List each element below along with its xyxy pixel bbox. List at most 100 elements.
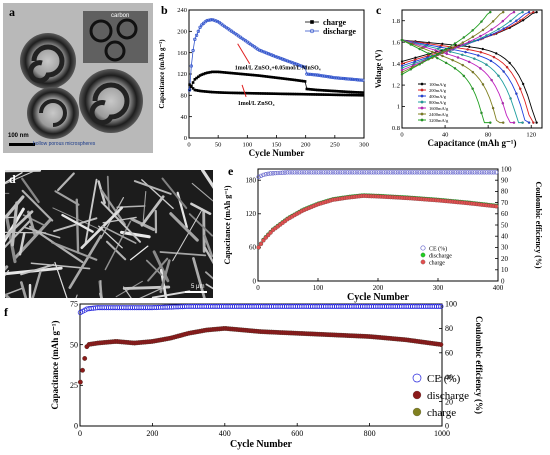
data-point <box>421 89 424 92</box>
microsphere <box>79 69 143 133</box>
data-point <box>401 69 403 71</box>
data-point <box>421 253 425 257</box>
data-point <box>528 122 530 124</box>
data-point <box>421 107 424 110</box>
data-point <box>439 342 443 346</box>
data-point <box>401 71 403 73</box>
y2-tick-label: 0 <box>445 422 449 431</box>
data-point <box>445 62 447 64</box>
data-point <box>485 34 487 36</box>
data-point <box>479 35 481 37</box>
x-tick-label: 400 <box>219 429 231 438</box>
y2-tick-label: 100 <box>501 165 512 173</box>
annotation: 1mol/L ZnSO₄ <box>238 101 275 107</box>
data-point <box>519 19 521 21</box>
data-point <box>485 64 487 66</box>
data-point <box>464 51 466 53</box>
x-tick-label: 200 <box>373 284 384 292</box>
data-point <box>477 54 479 56</box>
plot-frame <box>258 169 498 281</box>
y-tick-label: 1.6 <box>392 39 401 46</box>
legend-label: discharge <box>323 27 356 36</box>
data-point <box>401 60 403 62</box>
data-point <box>482 48 484 50</box>
y-axis-label: Capacitance (mAh g⁻¹) <box>158 39 166 109</box>
y2-tick-label: 90 <box>501 177 509 185</box>
y2-axis-label: Coulombic efficiency (%) <box>534 181 543 268</box>
data-point <box>479 67 481 69</box>
data-point <box>257 245 261 249</box>
data-point <box>259 242 263 246</box>
data-point <box>452 47 454 49</box>
data-point <box>401 73 403 75</box>
panel-d: d 5 μm <box>5 170 213 298</box>
legend-label: charge <box>429 261 445 267</box>
nanorod <box>204 212 205 252</box>
y-tick-label: 1.2 <box>392 82 400 89</box>
data-point <box>436 57 438 59</box>
data-point <box>495 52 497 54</box>
scale-label: 5 μm <box>191 284 204 290</box>
data-point <box>497 28 499 30</box>
data-point <box>503 70 505 72</box>
data-point <box>509 62 511 64</box>
data-point <box>491 28 493 30</box>
data-point <box>502 102 504 104</box>
panel-a: a carbon hollow porous microspheres 100 … <box>3 3 153 153</box>
discharge-curve <box>402 40 514 123</box>
y-tick-label: 25 <box>70 381 78 390</box>
data-point <box>401 65 403 67</box>
data-point <box>461 54 463 56</box>
data-point <box>515 20 517 22</box>
legend-label: 2400mA/g <box>429 112 449 117</box>
y-tick-label: 0 <box>253 277 257 285</box>
data-point <box>439 46 441 48</box>
data-point <box>480 112 482 114</box>
data-point <box>362 91 365 94</box>
nanorod <box>108 177 109 210</box>
data-point <box>435 49 437 51</box>
y-tick-label: 240 <box>177 7 187 14</box>
y-axis-label: Capacitance (mAh g⁻¹) <box>50 321 60 410</box>
data-point <box>421 246 425 250</box>
legend-label: discharge <box>427 390 469 402</box>
y2-tick-label: 100 <box>445 300 457 309</box>
data-point <box>431 51 433 53</box>
carbon-label: carbon <box>111 13 129 19</box>
data-point <box>362 94 365 97</box>
y2-tick-label: 60 <box>501 210 509 218</box>
data-point <box>489 122 491 124</box>
x-tick-label: 0 <box>400 132 403 139</box>
plot-frame <box>402 10 542 128</box>
data-point <box>489 11 491 13</box>
x-tick-label: 600 <box>291 429 303 438</box>
data-point <box>413 374 421 382</box>
data-point <box>419 48 421 50</box>
data-point <box>468 46 470 48</box>
data-point <box>509 20 511 22</box>
legend-label: 1600mA/g <box>429 106 449 111</box>
data-point <box>421 113 424 116</box>
data-point <box>463 36 465 38</box>
y-tick-label: 40 <box>181 114 188 121</box>
data-point <box>522 122 524 124</box>
data-point <box>414 59 416 61</box>
data-point <box>192 81 195 84</box>
y-tick-label: 0.8 <box>392 125 400 132</box>
data-point <box>462 42 464 44</box>
y-tick-label: 0 <box>74 422 78 431</box>
data-point <box>413 391 421 399</box>
legend-label: charge <box>427 407 456 419</box>
data-point <box>80 368 84 372</box>
y-axis-label: Capacitance (mAh g⁻¹) <box>223 185 232 264</box>
data-point <box>482 29 484 31</box>
y-tick-label: 50 <box>70 340 78 349</box>
panel-letter: d <box>9 172 16 187</box>
data-point <box>401 63 403 65</box>
data-point <box>423 46 425 48</box>
y-tick-label: 180 <box>246 177 257 185</box>
x-tick-label: 0 <box>78 429 82 438</box>
data-point <box>509 97 511 99</box>
y-tick-label: 1.4 <box>392 61 401 68</box>
